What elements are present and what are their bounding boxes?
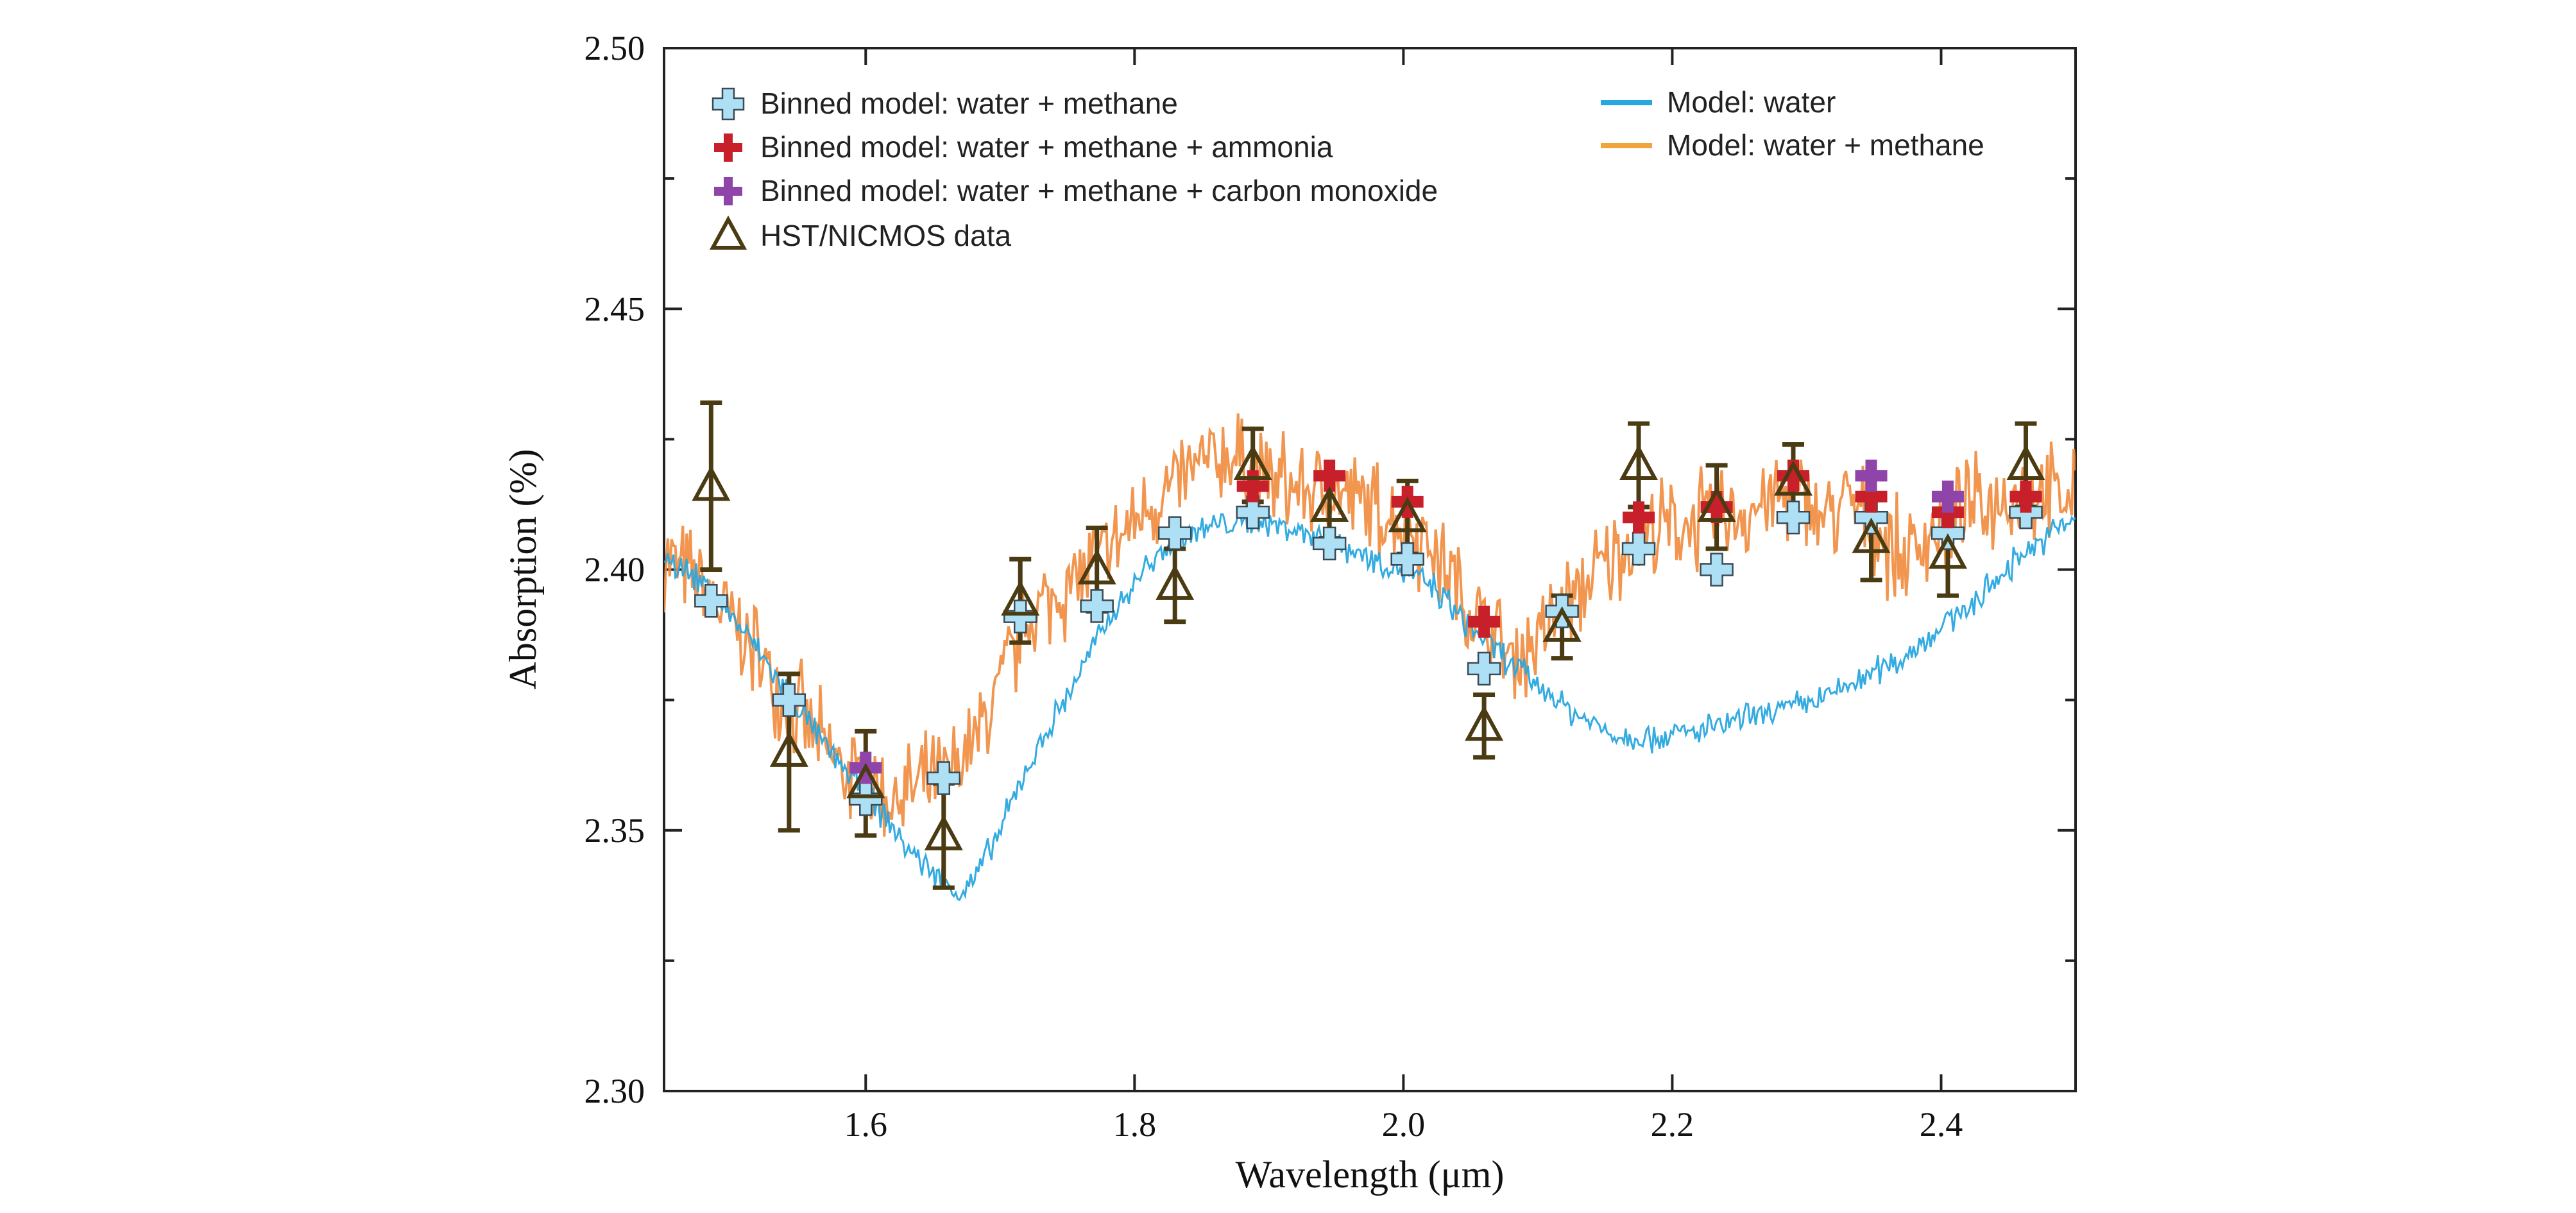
marker-binned-water-methane [1390, 542, 1424, 576]
marker-hst-data [846, 762, 885, 798]
legend-label-binned-water-methane: Binned model: water + methane [760, 87, 1178, 120]
legend-marker-binned-water-methane [712, 87, 745, 121]
marker-hst-data [1465, 705, 1504, 741]
marker-binned-water-methane [1467, 651, 1501, 686]
marker-hst-data [1156, 564, 1195, 600]
x-tick-label: 2.4 [1920, 1105, 1963, 1144]
y-tick-label: 2.35 [584, 811, 645, 850]
marker-binned-co [1931, 480, 1964, 513]
marker-hst-data [1310, 486, 1349, 522]
marker-hst-data [1852, 517, 1891, 553]
marker-binned-water-methane [1236, 495, 1270, 529]
marker-binned-ammonia [2009, 480, 2042, 513]
plot-area [663, 47, 2077, 1092]
marker-binned-water-methane [1157, 516, 1192, 550]
marker-hst-data [2006, 444, 2045, 480]
marker-binned-ammonia [1313, 460, 1346, 492]
y-tick-label: 2.30 [584, 1072, 645, 1110]
marker-binned-water-methane [694, 584, 728, 618]
legend-label-hst-data: HST/NICMOS data [760, 219, 1012, 252]
marker-hst-data [692, 465, 731, 501]
x-tick-label: 1.8 [1113, 1105, 1157, 1144]
y-tick-label: 2.50 [584, 29, 645, 67]
marker-hst-data [1233, 444, 1272, 480]
x-axis-title: Wavelength (μm) [1236, 1153, 1505, 1196]
x-tick-label: 1.6 [844, 1105, 888, 1144]
legend-label-binned-co: Binned model: water + methane + carbon m… [760, 174, 1438, 207]
model-lines [664, 413, 2076, 902]
marker-hst-data [769, 731, 808, 767]
marker-hst-data [1619, 444, 1659, 480]
marker-binned-ammonia [1623, 501, 1655, 534]
marker-binned-water-methane [1776, 501, 1811, 535]
x-axis: 1.6 1.8 2.0 2.2 2.4 [844, 48, 1963, 1144]
legend-label-model-water: Model: water [1667, 85, 1836, 119]
legend: Binned model: water + methane Binned mod… [709, 85, 1984, 252]
marker-binned-water-methane [1700, 553, 1734, 587]
x-tick-label: 2.2 [1651, 1105, 1694, 1144]
legend-label-model-water-methane: Model: water + methane [1667, 128, 1984, 162]
y-axis: 2.30 2.35 2.40 2.45 2.50 [584, 29, 2076, 1110]
x-tick-label: 2.0 [1382, 1105, 1426, 1144]
marker-binned-ammonia [1236, 470, 1269, 503]
marker-binned-ammonia [1855, 480, 1888, 513]
marker-hst-data [1077, 549, 1116, 585]
legend-marker-hst-data [709, 215, 747, 250]
y-axis-title: Absorption (%) [502, 449, 544, 690]
marker-binned-ammonia [1700, 491, 1733, 523]
y-tick-label: 2.40 [584, 551, 645, 589]
marker-binned-water-methane [1621, 531, 1656, 566]
legend-marker-binned-ammonia [714, 133, 742, 162]
marker-binned-ammonia [1468, 605, 1501, 638]
y-tick-label: 2.45 [584, 289, 645, 328]
marker-hst-data [1697, 486, 1736, 522]
marker-hst-data [1001, 580, 1040, 616]
legend-label-binned-ammonia: Binned model: water + methane + ammonia [760, 130, 1333, 164]
marker-hst-data [924, 814, 963, 850]
marker-binned-water-methane [926, 761, 961, 795]
data-markers [692, 400, 2045, 890]
marker-binned-co [1855, 460, 1888, 492]
line-model-water-methane [664, 413, 2076, 837]
legend-marker-binned-co [714, 177, 742, 205]
marker-hst-data [1542, 606, 1582, 642]
marker-binned-water-methane [772, 683, 806, 717]
marker-binned-ammonia [1777, 460, 1809, 492]
marker-hst-data [1773, 460, 1813, 496]
line-model-water [664, 507, 2076, 902]
marker-hst-data [1388, 496, 1427, 533]
marker-binned-water-methane [1312, 526, 1347, 561]
marker-binned-water-methane [1080, 589, 1114, 623]
marker-hst-data [1928, 533, 1967, 569]
